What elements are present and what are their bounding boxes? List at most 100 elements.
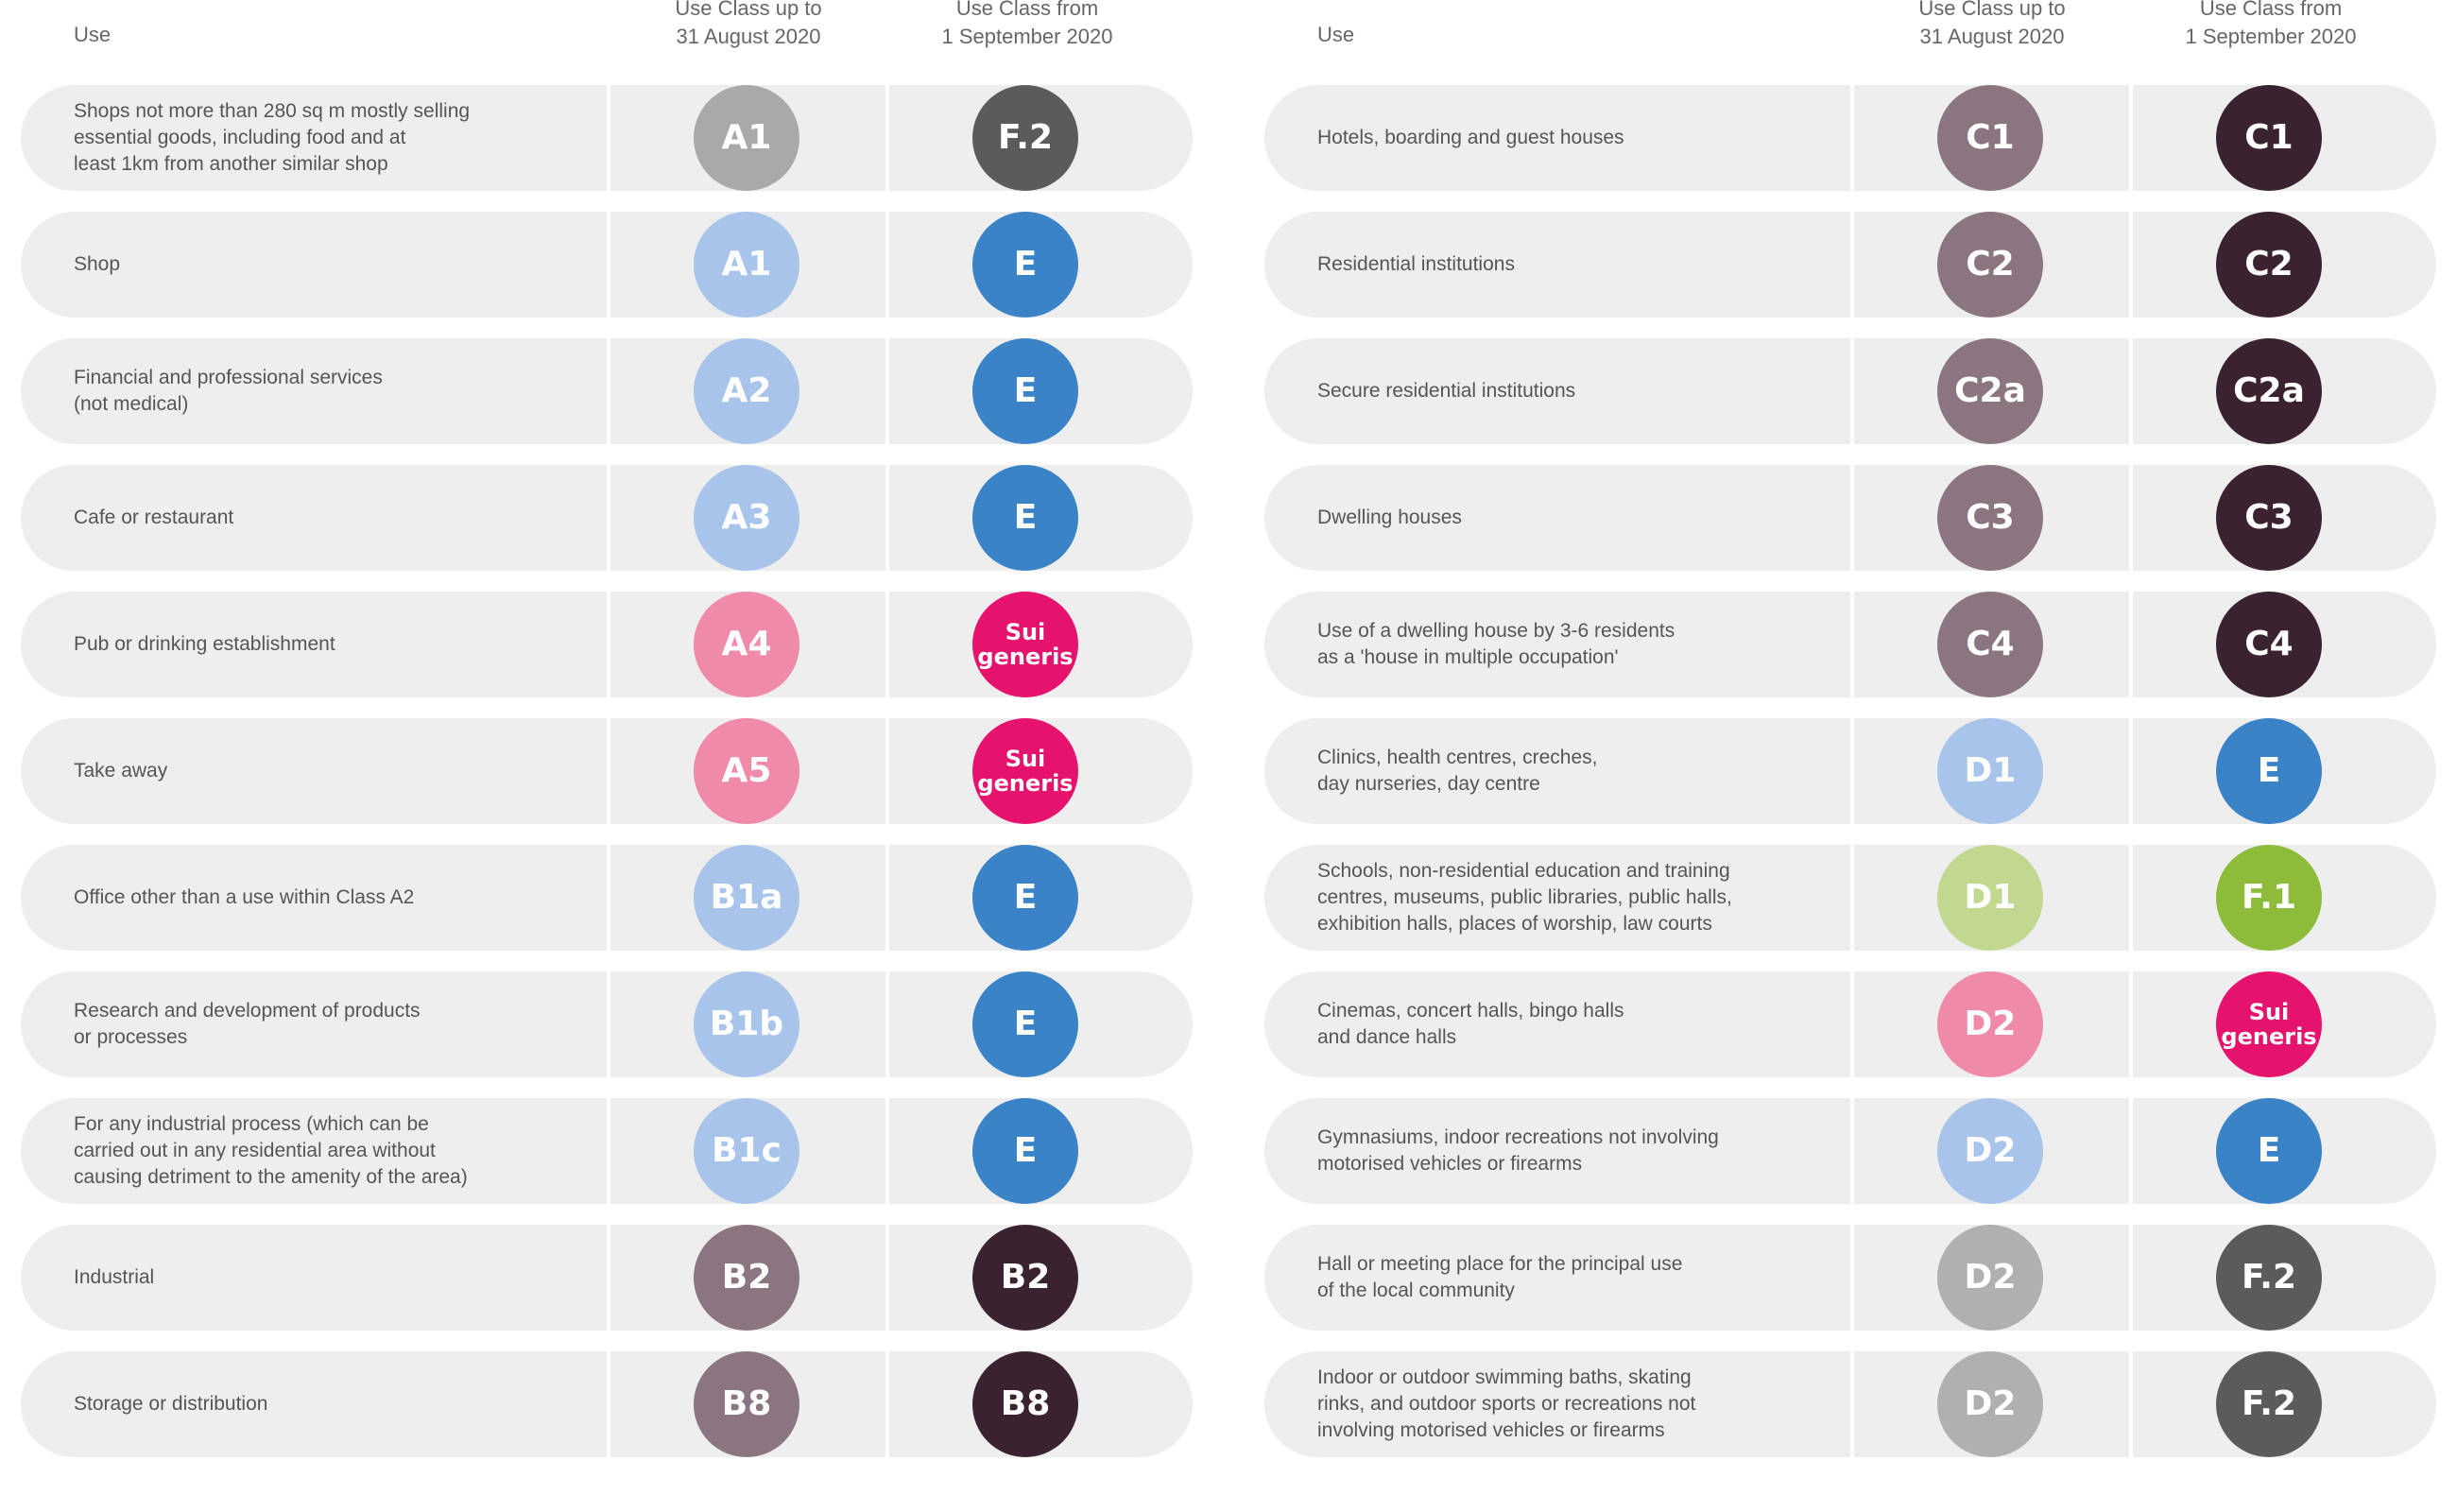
- use-description: Hotels, boarding and guest houses: [1317, 127, 1624, 148]
- new-use-class-badge: F.2: [2216, 1225, 2322, 1331]
- header-new-class-label: Use Class from 1 September 2020: [2185, 0, 2357, 48]
- use-description: Take away: [74, 760, 168, 782]
- old-use-class-badge: C2: [1937, 212, 2043, 318]
- old-use-class-badge: A1: [694, 212, 799, 318]
- new-use-class-badge: C3: [2216, 465, 2322, 571]
- table-row: Cafe or restaurant A3 E: [21, 465, 1193, 571]
- header-use-label: Use: [74, 23, 112, 46]
- new-use-class-badge: B2: [972, 1225, 1078, 1331]
- old-use-class-badge: A2: [694, 338, 799, 444]
- old-use-class-badge: B1c: [694, 1098, 799, 1204]
- use-description: Hall or meeting place for the principal …: [1317, 1253, 1683, 1301]
- old-use-class-badge: D1: [1937, 718, 2043, 824]
- old-use-class-badge: D2: [1937, 1098, 2043, 1204]
- new-use-class-badge: B8: [972, 1351, 1078, 1457]
- table-row: Gymnasiums, indoor recreations not invol…: [1264, 1098, 2436, 1204]
- new-use-class-badge: C1: [2216, 85, 2322, 191]
- use-description: Gymnasiums, indoor recreations not invol…: [1317, 1126, 1719, 1175]
- new-use-class-badge: C2a: [2216, 338, 2322, 444]
- use-description: Use of a dwelling house by 3-6 residents…: [1317, 620, 1675, 668]
- use-description: Indoor or outdoor swimming baths, skatin…: [1317, 1366, 1696, 1441]
- new-use-class-badge: C4: [2216, 592, 2322, 697]
- old-use-class-badge: C3: [1937, 465, 2043, 571]
- use-description: Industrial: [74, 1266, 155, 1288]
- use-description: Financial and professional services (not…: [74, 367, 383, 415]
- new-use-class-badge: E: [972, 212, 1078, 318]
- use-description: Cinemas, concert halls, bingo halls and …: [1317, 1000, 1624, 1048]
- new-use-class-badge: Sui generis: [972, 592, 1078, 697]
- new-use-class-badge: E: [972, 1098, 1078, 1204]
- use-description: Research and development of products or …: [74, 1000, 421, 1048]
- old-use-class-badge: B1a: [694, 845, 799, 951]
- old-use-class-badge: D2: [1937, 971, 2043, 1077]
- use-description: For any industrial process (which can be…: [74, 1113, 468, 1188]
- header-old-class-label: Use Class up to 31 August 2020: [1918, 0, 2066, 48]
- old-use-class-badge: A1: [694, 85, 799, 191]
- new-use-class-badge: F.2: [972, 85, 1078, 191]
- new-use-class-badge: E: [972, 338, 1078, 444]
- table-rows-left: Shops not more than 280 sq m mostly sell…: [21, 85, 1193, 1478]
- new-use-class-badge: Sui generis: [972, 718, 1078, 824]
- table-row: Pub or drinking establishment A4 Sui gener…: [21, 592, 1193, 697]
- table-row: Storage or distribution B8 B8: [21, 1351, 1193, 1457]
- use-description: Pub or drinking establishment: [74, 633, 335, 655]
- table-row: For any industrial process (which can be…: [21, 1098, 1193, 1204]
- use-description: Cafe or restaurant: [74, 507, 234, 528]
- old-use-class-badge: A3: [694, 465, 799, 571]
- use-description: Schools, non-residential education and t…: [1317, 860, 1732, 935]
- old-use-class-badge: D1: [1937, 845, 2043, 951]
- use-description: Office other than a use within Class A2: [74, 886, 415, 908]
- table-row: Clinics, health centres, creches, day nu…: [1264, 718, 2436, 824]
- use-description: Storage or distribution: [74, 1393, 268, 1415]
- table-row: Hotels, boarding and guest houses C1 C1: [1264, 85, 2436, 191]
- new-use-class-badge: F.1: [2216, 845, 2322, 951]
- old-use-class-badge: B8: [694, 1351, 799, 1457]
- use-description: Clinics, health centres, creches, day nu…: [1317, 747, 1598, 795]
- old-use-class-badge: B2: [694, 1225, 799, 1331]
- new-use-class-badge: E: [972, 845, 1078, 951]
- table-row: Take away A5 Sui generis: [21, 718, 1193, 824]
- use-description: Shops not more than 280 sq m mostly sell…: [74, 100, 471, 175]
- new-use-class-badge: C2: [2216, 212, 2322, 318]
- new-use-class-badge: E: [2216, 718, 2322, 824]
- use-class-table-left: Use Use Class up to 31 August 2020 Use C…: [21, 0, 1193, 1457]
- table-row: Shop A1 E: [21, 212, 1193, 318]
- new-use-class-badge: E: [972, 465, 1078, 571]
- new-use-class-badge: Sui generis: [2216, 971, 2322, 1077]
- table-row: Secure residential institutions C2a C2a: [1264, 338, 2436, 444]
- table-header-right: Use Use Class up to 31 August 2020 Use C…: [1264, 0, 2436, 83]
- table-row: Use of a dwelling house by 3-6 residents…: [1264, 592, 2436, 697]
- header-old-class-label: Use Class up to 31 August 2020: [675, 0, 822, 48]
- table-row: Indoor or outdoor swimming baths, skatin…: [1264, 1351, 2436, 1457]
- new-use-class-badge: E: [972, 971, 1078, 1077]
- table-rows-right: Hotels, boarding and guest houses C1 C1 Res…: [1264, 85, 2436, 1478]
- old-use-class-badge: A4: [694, 592, 799, 697]
- new-use-class-badge: E: [2216, 1098, 2322, 1204]
- header-use-label: Use: [1317, 23, 1355, 46]
- table-row: Shops not more than 280 sq m mostly sell…: [21, 85, 1193, 191]
- table-row: Industrial B2 B2: [21, 1225, 1193, 1331]
- table-row: Financial and professional services (not…: [21, 338, 1193, 444]
- use-description: Dwelling houses: [1317, 507, 1462, 528]
- header-new-class-label: Use Class from 1 September 2020: [941, 0, 1113, 48]
- old-use-class-badge: A5: [694, 718, 799, 824]
- old-use-class-badge: B1b: [694, 971, 799, 1077]
- old-use-class-badge: C4: [1937, 592, 2043, 697]
- table-row: Schools, non-residential education and t…: [1264, 845, 2436, 951]
- table-row: Research and development of products or …: [21, 971, 1193, 1077]
- old-use-class-badge: D2: [1937, 1225, 2043, 1331]
- old-use-class-badge: D2: [1937, 1351, 2043, 1457]
- use-class-table-right: Use Use Class up to 31 August 2020 Use C…: [1264, 0, 2436, 1457]
- old-use-class-badge: C2a: [1937, 338, 2043, 444]
- table-row: Residential institutions C2 C2: [1264, 212, 2436, 318]
- new-use-class-badge: F.2: [2216, 1351, 2322, 1457]
- old-use-class-badge: C1: [1937, 85, 2043, 191]
- table-row: Hall or meeting place for the principal …: [1264, 1225, 2436, 1331]
- use-description: Secure residential institutions: [1317, 380, 1576, 402]
- table-header-left: Use Use Class up to 31 August 2020 Use C…: [21, 0, 1193, 83]
- use-description: Shop: [74, 253, 121, 275]
- table-row: Office other than a use within Class A2 B…: [21, 845, 1193, 951]
- use-description: Residential institutions: [1317, 253, 1515, 275]
- table-row: Cinemas, concert halls, bingo halls and …: [1264, 971, 2436, 1077]
- table-row: Dwelling houses C3 C3: [1264, 465, 2436, 571]
